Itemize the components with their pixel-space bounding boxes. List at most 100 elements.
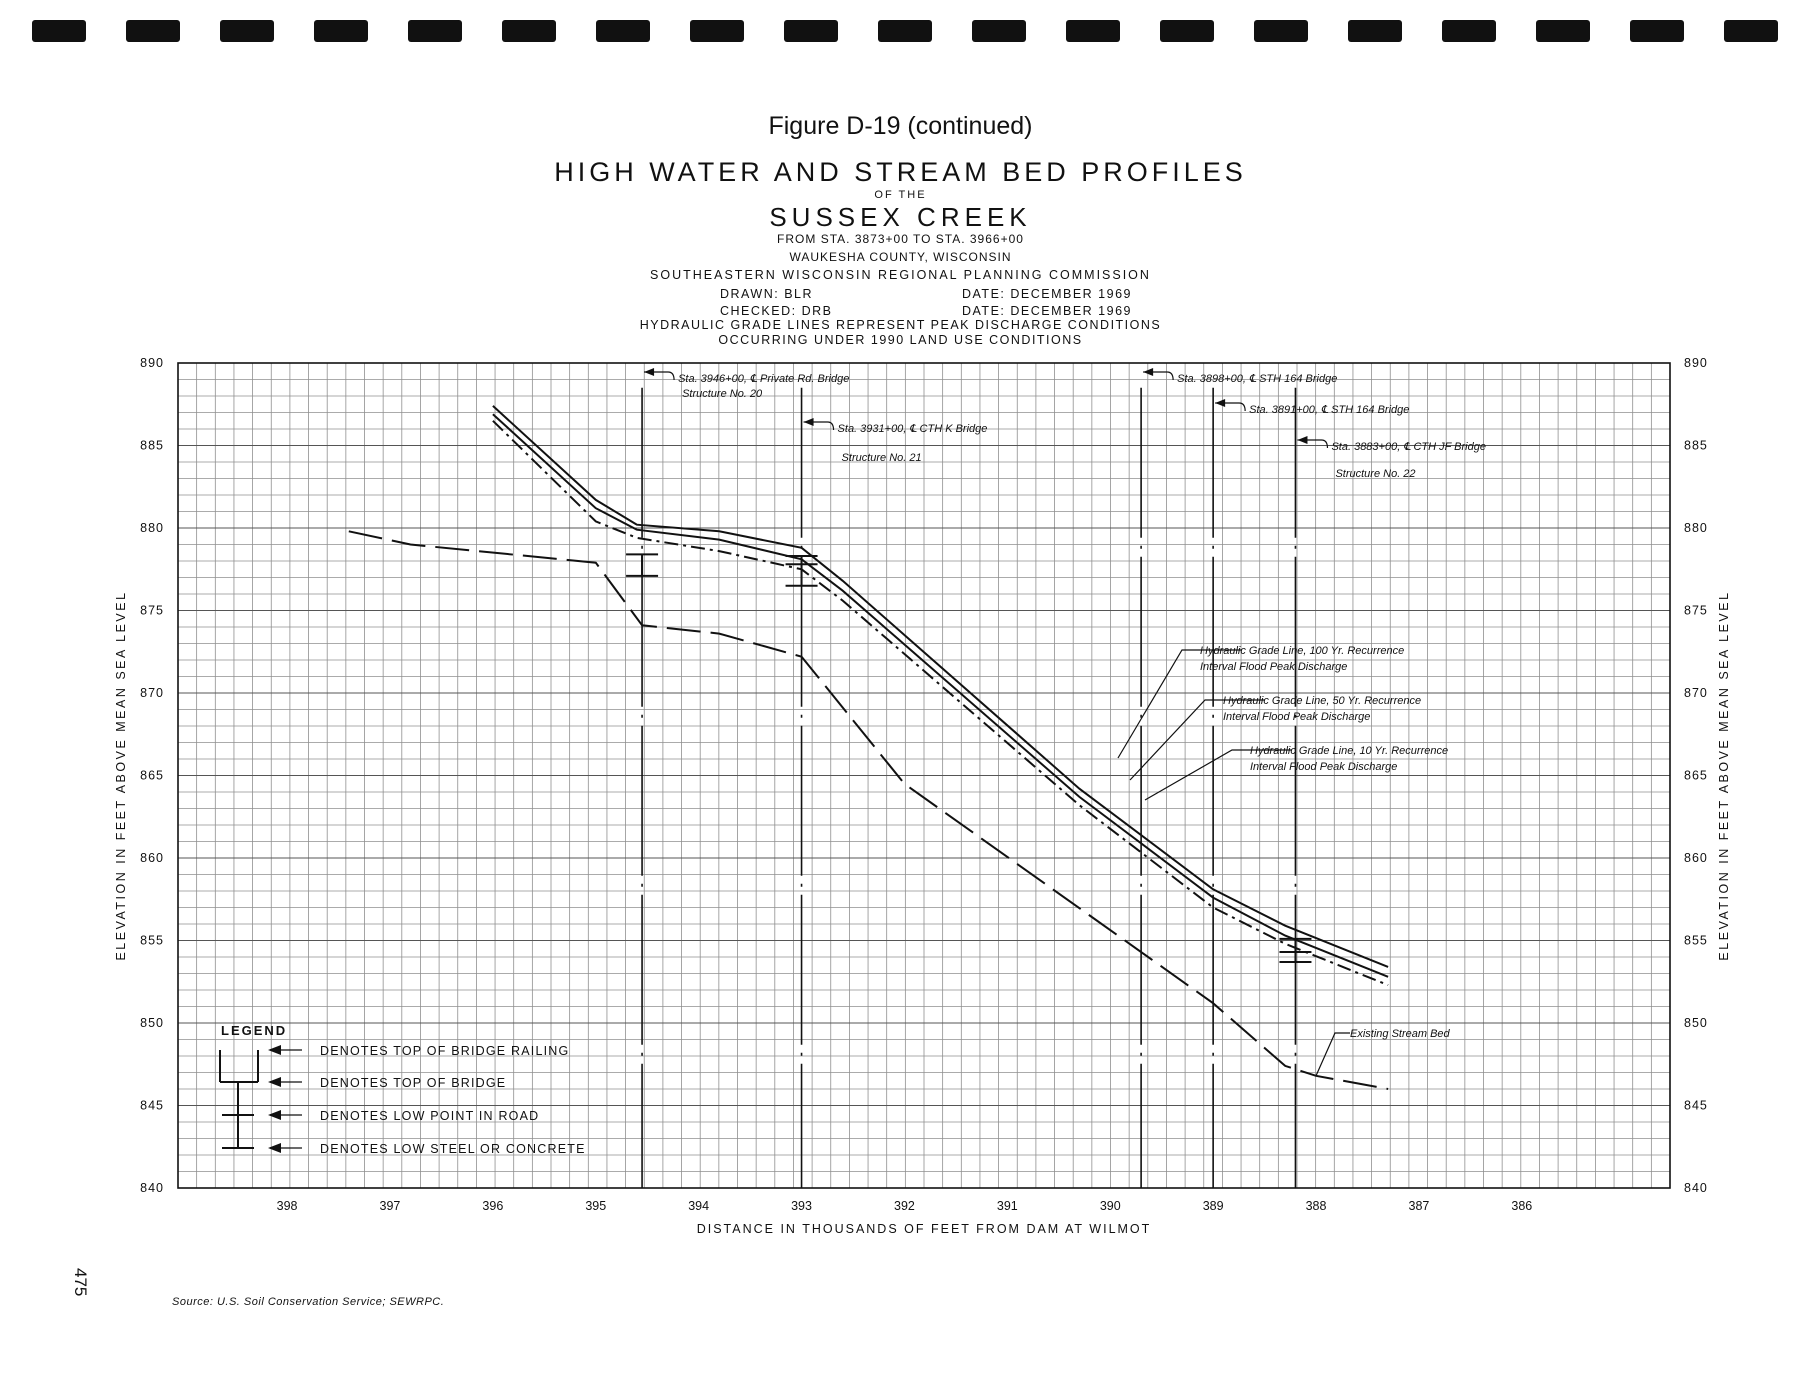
binder-hole bbox=[1066, 20, 1120, 42]
y-tick-label-right: 875 bbox=[1684, 604, 1708, 618]
binder-hole bbox=[1348, 20, 1402, 42]
station-leader bbox=[803, 421, 835, 431]
station-label: Sta. 3883+00, ℄ CTH JF Bridge bbox=[1331, 441, 1486, 453]
y-tick-label-left: 875 bbox=[140, 604, 164, 618]
hgl-label-line1: Hydraulic Grade Line, 100 Yr. Recurrence bbox=[1200, 645, 1404, 657]
station-leader bbox=[1215, 402, 1246, 412]
binder-hole bbox=[690, 20, 744, 42]
plot-frame bbox=[177, 362, 1671, 1189]
y-tick-label-left: 855 bbox=[140, 934, 164, 948]
binder-hole bbox=[502, 20, 556, 42]
y-tick-label-left: 850 bbox=[140, 1016, 164, 1030]
y-tick-label-right: 865 bbox=[1684, 769, 1708, 783]
binder-hole bbox=[1254, 20, 1308, 42]
binder-hole bbox=[1160, 20, 1214, 42]
drawn-date: DATE: DECEMBER 1969 bbox=[962, 287, 1132, 301]
y-tick-label-right: 850 bbox=[1684, 1016, 1708, 1030]
y-tick-label-right: 840 bbox=[1684, 1181, 1708, 1195]
checked-date: DATE: DECEMBER 1969 bbox=[962, 304, 1132, 318]
station-leader-arrow bbox=[803, 418, 814, 426]
hydraulic-note-line-1: HYDRAULIC GRADE LINES REPRESENT PEAK DIS… bbox=[639, 318, 1162, 332]
legend: LEGEND DENOTES TOP OF BRIDGE RAILING DENOT… bbox=[219, 1023, 584, 1156]
binder-hole bbox=[32, 20, 86, 42]
y-tick-label-right: 880 bbox=[1684, 521, 1708, 535]
binder-hole bbox=[220, 20, 274, 42]
x-tick-label: 389 bbox=[1203, 1199, 1224, 1213]
page-number: 475 bbox=[71, 1268, 90, 1297]
station-leader-arrow bbox=[644, 368, 655, 376]
x-tick-label: 393 bbox=[791, 1199, 812, 1213]
agency-line: SOUTHEASTERN WISCONSIN REGIONAL PLANNING… bbox=[650, 268, 1151, 282]
hgl-label-line1: Hydraulic Grade Line, 50 Yr. Recurrence bbox=[1223, 695, 1421, 707]
station-label: Sta. 3946+00, ℄ Private Rd. Bridge bbox=[678, 373, 849, 385]
binder-hole bbox=[1630, 20, 1684, 42]
legend-arrow-head bbox=[268, 1143, 281, 1153]
station-leader bbox=[1297, 439, 1329, 449]
stream-bed-label: Existing Stream Bed bbox=[1350, 1028, 1451, 1040]
legend-entry: DENOTES TOP OF BRIDGE bbox=[320, 1076, 506, 1090]
chart-grid bbox=[177, 362, 1671, 1189]
station-label: Sta. 3898+00, ℄ STH 164 Bridge bbox=[1177, 373, 1337, 385]
x-tick-label: 397 bbox=[380, 1199, 401, 1213]
series-line-50yr bbox=[492, 413, 1389, 978]
structure-label: Structure No. 21 bbox=[842, 452, 922, 464]
x-tick-label: 396 bbox=[482, 1199, 503, 1213]
x-tick-label: 386 bbox=[1511, 1199, 1532, 1213]
hgl-label-line1: Hydraulic Grade Line, 10 Yr. Recurrence bbox=[1250, 745, 1448, 757]
hydraulic-note-line-2: OCCURRING UNDER 1990 LAND USE CONDITIONS bbox=[718, 333, 1083, 347]
x-tick-label: 390 bbox=[1100, 1199, 1121, 1213]
bridge-symbols bbox=[626, 553, 1312, 963]
y-axis-label-left: ELEVATION IN FEET ABOVE MEAN SEA LEVEL bbox=[114, 590, 128, 960]
y-tick-label-right: 860 bbox=[1684, 851, 1708, 865]
y-tick-label-left: 860 bbox=[140, 851, 164, 865]
y-tick-label-left: 870 bbox=[140, 686, 164, 700]
legend-arrow-head bbox=[268, 1077, 281, 1087]
x-tick-label: 391 bbox=[997, 1199, 1018, 1213]
station-label: Sta. 3931+00, ℄ CTH K Bridge bbox=[838, 423, 988, 435]
binder-hole bbox=[1536, 20, 1590, 42]
binder-hole bbox=[1442, 20, 1496, 42]
binder-hole bbox=[784, 20, 838, 42]
title-of-the: OF THE bbox=[874, 189, 927, 201]
station-leader bbox=[1143, 371, 1174, 381]
figure-title: Figure D-19 (continued) bbox=[768, 112, 1033, 140]
binder-hole bbox=[1724, 20, 1778, 42]
source-note: Source: U.S. Soil Conservation Service; … bbox=[172, 1296, 445, 1308]
structure-label: Structure No. 20 bbox=[682, 388, 763, 400]
hgl-label-line2: Interval Flood Peak Discharge bbox=[1200, 661, 1347, 673]
binder-hole bbox=[972, 20, 1026, 42]
y-tick-label-left: 865 bbox=[140, 769, 164, 783]
binder-hole bbox=[408, 20, 462, 42]
hgl-label-line2: Interval Flood Peak Discharge bbox=[1223, 711, 1370, 723]
y-tick-label-left: 880 bbox=[140, 521, 164, 535]
y-axis-label-right: ELEVATION IN FEET ABOVE MEAN SEA LEVEL bbox=[1717, 590, 1731, 960]
chart-title: HIGH WATER AND STREAM BED PROFILES bbox=[554, 157, 1247, 187]
y-tick-label-right: 855 bbox=[1684, 934, 1708, 948]
hgl-leader bbox=[1129, 699, 1265, 781]
profile-series bbox=[348, 405, 1389, 1090]
legend-entry: DENOTES TOP OF BRIDGE RAILING bbox=[320, 1044, 569, 1058]
station-label: Sta. 3891+00, ℄ STH 164 Bridge bbox=[1249, 404, 1409, 416]
x-tick-label: 392 bbox=[894, 1199, 915, 1213]
stream-bed-leader bbox=[1315, 1032, 1350, 1077]
legend-arrow-head bbox=[268, 1045, 281, 1055]
structure-label: Structure No. 22 bbox=[1335, 468, 1415, 480]
x-tick-label: 394 bbox=[688, 1199, 709, 1213]
hgl-leader bbox=[1117, 649, 1242, 759]
x-tick-label: 395 bbox=[585, 1199, 606, 1213]
station-range: FROM STA. 3873+00 TO STA. 3966+00 bbox=[777, 232, 1024, 246]
station-leader-arrow bbox=[1143, 368, 1154, 376]
legend-arrow-head bbox=[268, 1110, 281, 1120]
binder-hole bbox=[314, 20, 368, 42]
series-line-stream-bed bbox=[348, 530, 1389, 1090]
creek-name: SUSSEX CREEK bbox=[769, 202, 1032, 232]
bridge-station-lines bbox=[641, 387, 1297, 1188]
x-tick-label: 398 bbox=[277, 1199, 298, 1213]
annotations: Sta. 3946+00, ℄ Private Rd. Bridge Struct… bbox=[644, 368, 1486, 1077]
y-tick-label-right: 870 bbox=[1684, 686, 1708, 700]
y-tick-label-right: 845 bbox=[1684, 1099, 1708, 1113]
binder-hole bbox=[126, 20, 180, 42]
station-leader-arrow bbox=[1297, 436, 1308, 444]
county-line: WAUKESHA COUNTY, WISCONSIN bbox=[789, 250, 1012, 264]
